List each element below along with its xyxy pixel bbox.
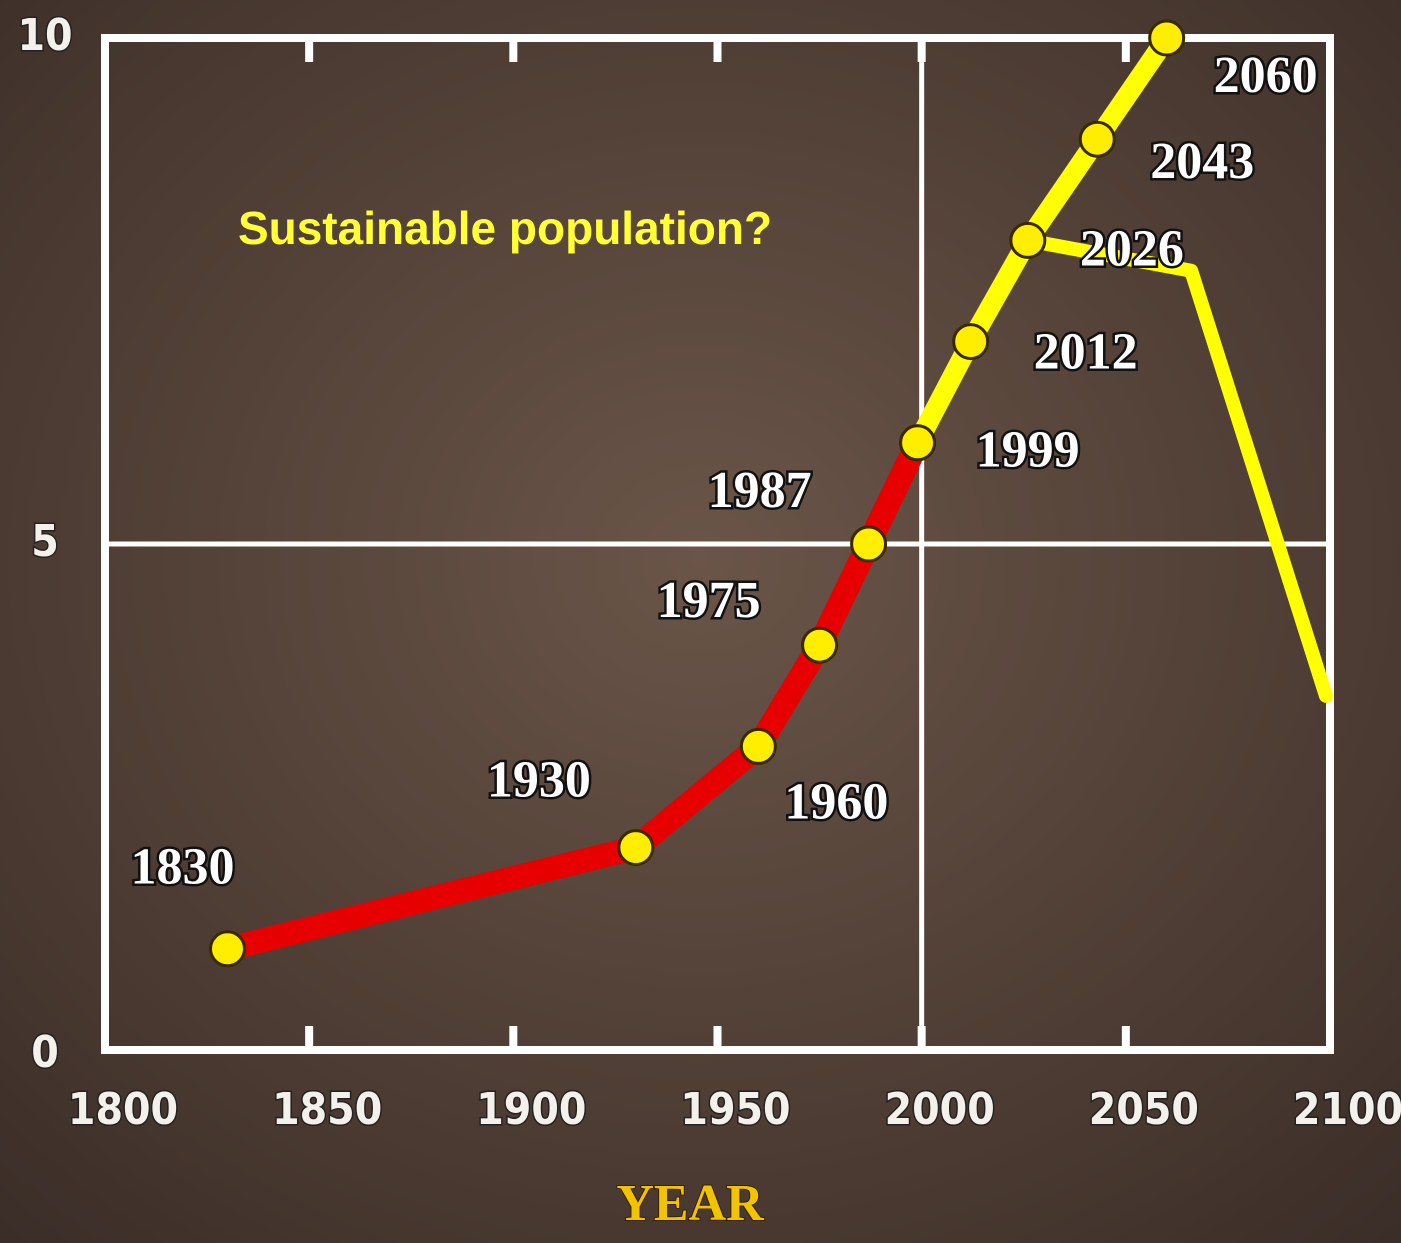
x-tick-label: 1800 xyxy=(68,1084,178,1135)
point-label: 1975 xyxy=(657,572,761,629)
annotation: Sustainable population? xyxy=(238,202,772,254)
x-tick-label: 2000 xyxy=(885,1084,995,1135)
x-tick-label: 1900 xyxy=(476,1084,586,1135)
y-tick-label: 0 xyxy=(31,1027,59,1078)
point-label: 1960 xyxy=(784,773,888,830)
point-label: 1930 xyxy=(487,752,591,809)
point-label: 2043 xyxy=(1150,133,1254,190)
x-tick-label: 1950 xyxy=(680,1084,790,1135)
x-tick-label: 2050 xyxy=(1089,1084,1199,1135)
point-label: 2060 xyxy=(1214,47,1318,104)
data-point xyxy=(852,527,886,561)
data-point xyxy=(1011,223,1045,257)
y-tick-label: 5 xyxy=(31,516,59,567)
point-label: 1999 xyxy=(976,422,1080,479)
chart: 1800 1850 1900 1950 2000 2050 2100 0 5 10 1830 1930… xyxy=(0,0,1401,1243)
y-tick-label: 10 xyxy=(17,10,72,61)
data-point xyxy=(211,932,245,966)
point-label: 1987 xyxy=(708,462,812,519)
data-point xyxy=(901,426,935,460)
x-axis-label: YEAR xyxy=(616,1175,765,1232)
data-point xyxy=(803,628,837,662)
x-tick-label: 2100 xyxy=(1293,1084,1401,1135)
point-label: 2026 xyxy=(1080,220,1184,277)
x-tick-label: 1850 xyxy=(272,1084,382,1135)
data-point xyxy=(741,729,775,763)
point-label: 1830 xyxy=(131,839,235,896)
data-point xyxy=(954,325,988,359)
data-point xyxy=(619,831,653,865)
data-point xyxy=(1080,122,1114,156)
data-point xyxy=(1150,21,1184,55)
point-label: 2012 xyxy=(1034,324,1138,381)
